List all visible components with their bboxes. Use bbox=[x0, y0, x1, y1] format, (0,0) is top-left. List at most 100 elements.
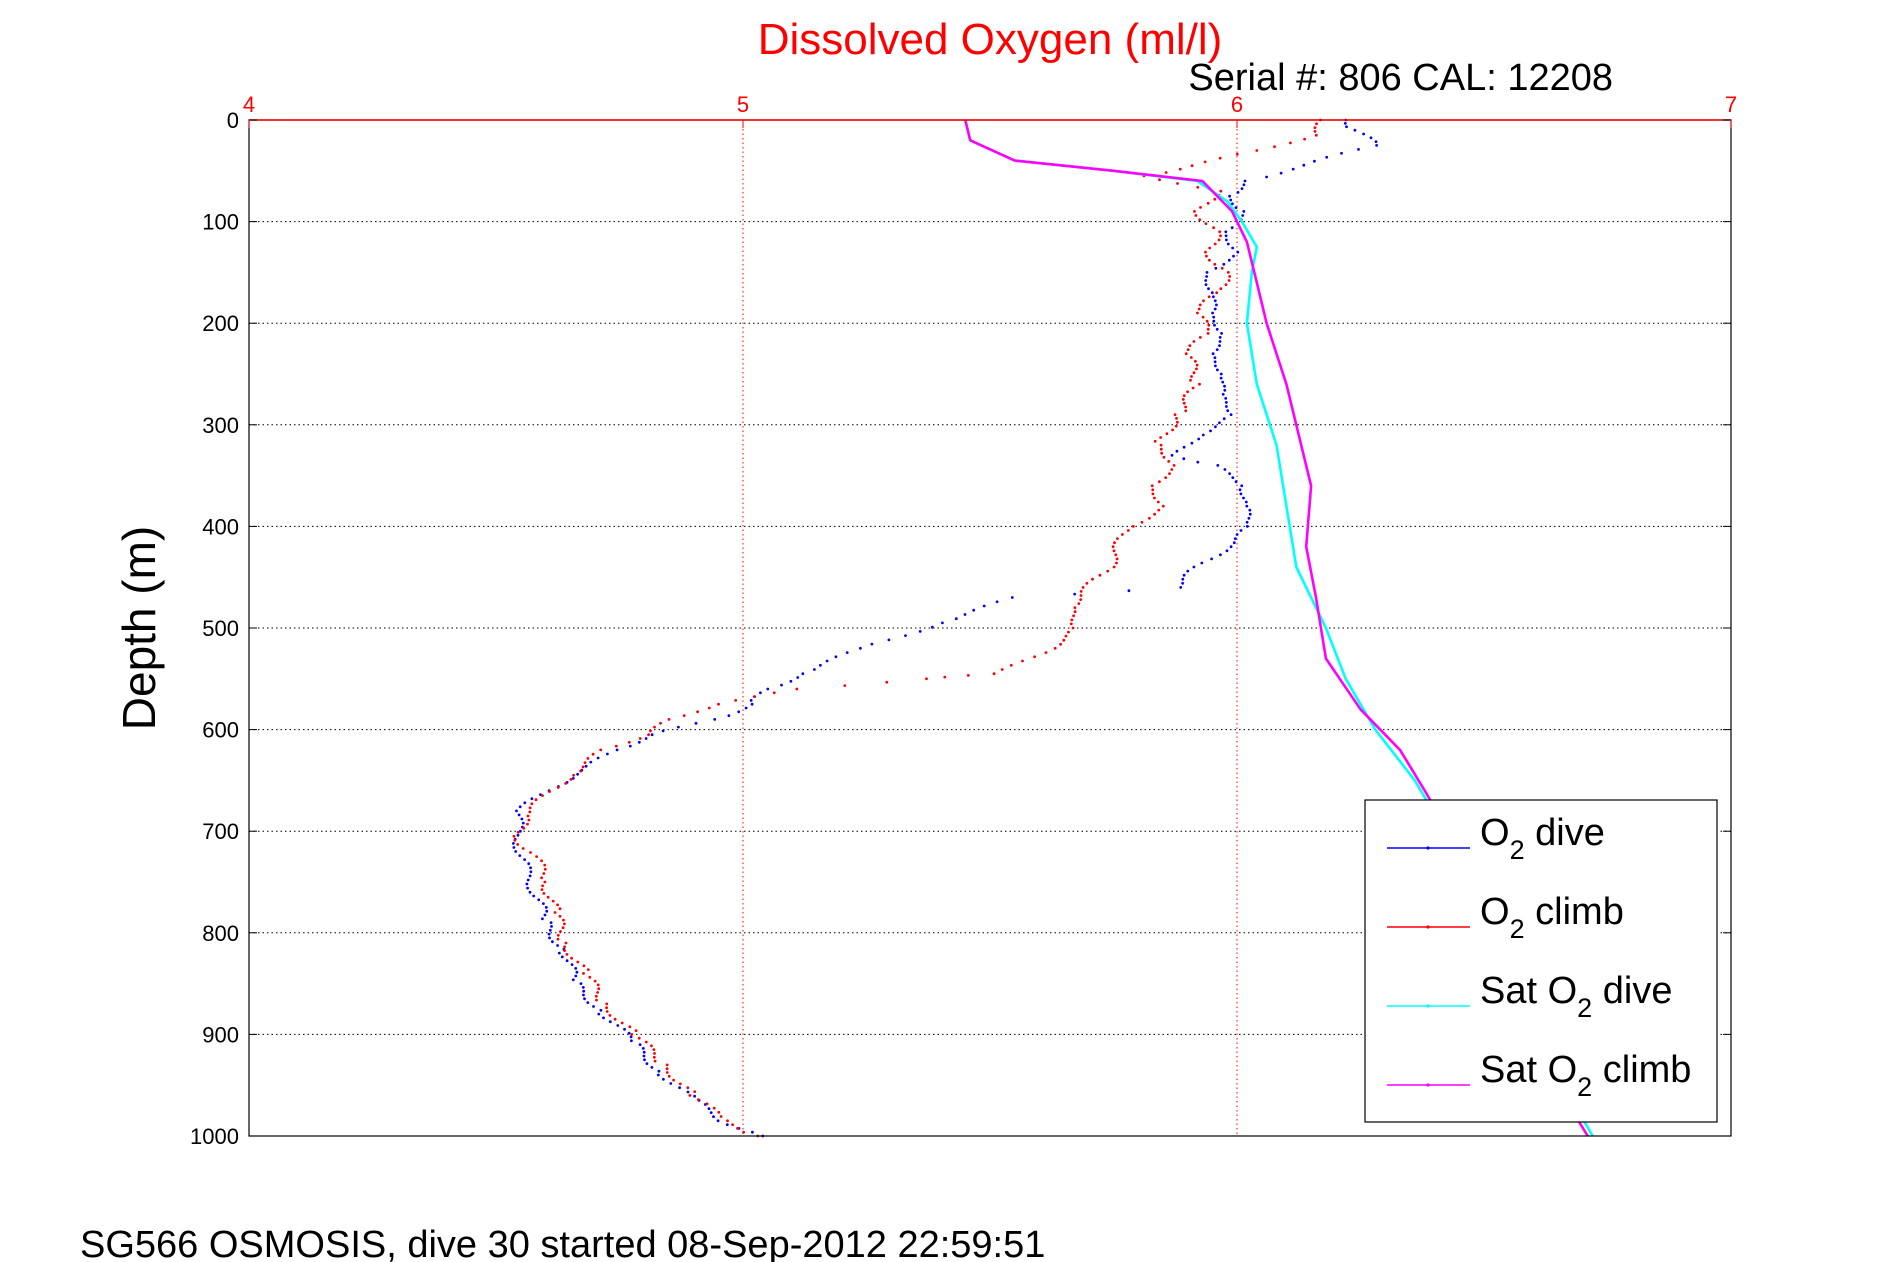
data-point-o2-climb bbox=[1206, 332, 1210, 335]
data-point-o2-dive bbox=[661, 729, 665, 733]
data-point-o2-dive bbox=[541, 917, 544, 921]
data-point-o2-climb bbox=[1202, 299, 1205, 303]
data-point-o2-dive bbox=[599, 1008, 603, 1012]
data-point-o2-dive bbox=[1219, 553, 1222, 557]
data-point-o2-climb bbox=[1159, 447, 1163, 451]
data-point-o2-climb bbox=[564, 782, 568, 785]
data-point-o2-dive bbox=[1205, 275, 1208, 278]
data-point-o2-dive bbox=[1219, 372, 1223, 376]
data-point-o2-climb bbox=[1156, 500, 1160, 504]
legend-entry-o2-climb: O2 climb bbox=[1387, 891, 1624, 944]
data-point-o2-dive bbox=[1231, 202, 1234, 206]
data-point-o2-dive bbox=[596, 756, 600, 760]
data-point-o2-dive bbox=[1212, 295, 1215, 299]
data-point-o2-climb bbox=[569, 778, 573, 781]
data-point-o2-dive bbox=[1204, 279, 1208, 282]
data-point-o2-dive bbox=[707, 1107, 711, 1110]
data-point-o2-climb bbox=[563, 949, 566, 952]
data-point-o2-dive bbox=[801, 672, 805, 676]
data-point-o2-climb bbox=[717, 702, 720, 706]
data-point-o2-dive bbox=[629, 1035, 633, 1039]
data-point-o2-climb bbox=[1079, 594, 1083, 597]
data-point-o2-climb bbox=[1176, 420, 1179, 424]
data-point-o2-climb bbox=[1314, 133, 1318, 137]
data-point-o2-climb bbox=[608, 1014, 612, 1017]
data-point-o2-dive bbox=[549, 921, 553, 924]
data-point-o2-climb bbox=[1071, 626, 1075, 630]
data-point-o2-climb bbox=[1199, 206, 1202, 209]
data-point-o2-climb bbox=[943, 675, 947, 679]
data-point-o2-dive bbox=[712, 1115, 715, 1119]
data-point-o2-climb bbox=[1205, 319, 1209, 323]
data-point-o2-climb bbox=[1158, 178, 1161, 182]
data-point-o2-climb bbox=[527, 818, 531, 822]
data-point-o2-climb bbox=[563, 922, 566, 926]
data-point-o2-climb bbox=[653, 725, 656, 729]
data-point-o2-climb bbox=[595, 998, 598, 1002]
data-point-o2-climb bbox=[1115, 561, 1118, 565]
y-tick-label: 1000 bbox=[190, 1124, 239, 1149]
data-point-o2-dive bbox=[819, 663, 822, 667]
grid-lines bbox=[249, 120, 1731, 1136]
data-point-o2-climb bbox=[1224, 283, 1228, 286]
data-point-o2-climb bbox=[614, 744, 618, 748]
data-point-o2-climb bbox=[697, 1098, 700, 1101]
data-point-o2-dive bbox=[1201, 433, 1205, 437]
data-point-o2-dive bbox=[656, 1073, 660, 1077]
y-tick-label: 100 bbox=[202, 210, 239, 235]
data-point-o2-dive bbox=[1214, 266, 1218, 270]
data-point-o2-dive bbox=[1236, 191, 1240, 194]
data-point-o2-dive bbox=[1291, 167, 1295, 171]
data-point-o2-climb bbox=[1140, 520, 1144, 524]
data-point-o2-dive bbox=[870, 642, 874, 646]
data-point-o2-climb bbox=[1215, 291, 1219, 295]
legend-entry-sat-o2-climb: Sat O2 climb bbox=[1387, 1049, 1691, 1102]
data-point-o2-climb bbox=[667, 718, 671, 721]
data-point-o2-dive bbox=[1215, 303, 1218, 307]
data-point-o2-dive bbox=[519, 829, 522, 833]
data-point-o2-climb bbox=[540, 876, 543, 880]
data-point-o2-climb bbox=[540, 888, 544, 891]
data-point-o2-climb bbox=[1115, 557, 1119, 561]
data-point-o2-climb bbox=[1203, 160, 1207, 164]
data-point-o2-dive bbox=[518, 854, 522, 857]
data-point-o2-dive bbox=[1221, 392, 1225, 396]
data-point-o2-dive bbox=[709, 1111, 713, 1114]
data-point-o2-climb bbox=[553, 911, 557, 914]
data-point-o2-dive bbox=[1186, 569, 1190, 573]
data-point-o2-dive bbox=[1212, 315, 1216, 319]
data-point-o2-climb bbox=[1059, 642, 1062, 646]
legend-marker bbox=[1426, 1004, 1430, 1008]
data-point-o2-climb bbox=[1085, 581, 1089, 585]
data-point-o2-climb bbox=[1073, 610, 1077, 614]
data-point-o2-climb bbox=[1153, 496, 1156, 500]
data-point-o2-dive bbox=[982, 604, 986, 608]
data-point-o2-climb bbox=[529, 851, 532, 854]
data-point-o2-climb bbox=[1255, 149, 1259, 152]
data-point-o2-dive bbox=[526, 878, 530, 882]
data-point-o2-dive bbox=[750, 702, 754, 706]
data-point-o2-dive bbox=[1182, 573, 1186, 577]
data-point-o2-dive bbox=[1204, 283, 1208, 286]
data-point-o2-climb bbox=[1053, 646, 1057, 650]
data-point-o2-climb bbox=[564, 941, 568, 945]
y-tick-label: 900 bbox=[202, 1022, 239, 1047]
data-point-o2-dive bbox=[1215, 348, 1219, 351]
data-point-o2-climb bbox=[620, 1021, 624, 1025]
data-point-o2-dive bbox=[644, 737, 648, 740]
data-point-o2-climb bbox=[534, 798, 538, 802]
data-point-o2-dive bbox=[1242, 496, 1245, 500]
data-point-o2-climb bbox=[1205, 254, 1208, 258]
data-point-o2-dive bbox=[544, 906, 548, 909]
data-point-o2-dive bbox=[1229, 545, 1233, 549]
data-point-o2-climb bbox=[1184, 405, 1187, 409]
data-point-o2-climb bbox=[1033, 655, 1036, 659]
data-point-o2-climb bbox=[1228, 275, 1232, 278]
data-point-o2-climb bbox=[1213, 197, 1217, 201]
data-point-o2-dive bbox=[954, 617, 958, 621]
chart-subtitle: Serial #: 806 CAL: 12208 bbox=[1188, 57, 1613, 99]
data-point-o2-climb bbox=[1161, 504, 1165, 508]
data-point-o2-dive bbox=[1231, 246, 1234, 250]
data-point-o2-dive bbox=[725, 1123, 729, 1126]
